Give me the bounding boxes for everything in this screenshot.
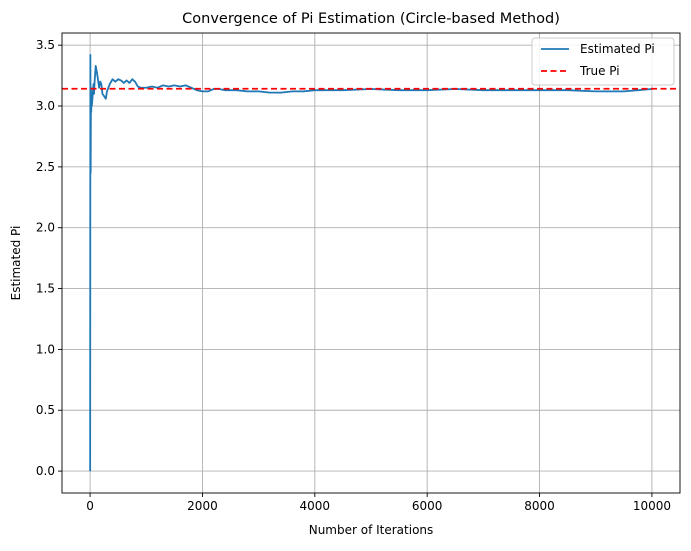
y-axis-label: Estimated Pi bbox=[9, 226, 23, 301]
y-tick-label: 0.5 bbox=[36, 403, 55, 417]
x-tick-label: 8000 bbox=[524, 499, 555, 513]
y-tick-label: 3.0 bbox=[36, 99, 55, 113]
y-tick-label: 2.0 bbox=[36, 221, 55, 235]
ticks: 0 2000 4000 6000 8000 10000 0.0 0.5 1.0 1.5 2.0 2.5… bbox=[36, 38, 671, 513]
grid bbox=[62, 33, 680, 493]
y-tick-label: 1.5 bbox=[36, 282, 55, 296]
y-tick-label: 0.0 bbox=[36, 464, 55, 478]
series-line-estimated-pi bbox=[89, 54, 652, 472]
x-axis-label: Number of Iterations bbox=[309, 523, 434, 537]
x-tick-label: 2000 bbox=[187, 499, 218, 513]
plot-frame bbox=[61, 32, 681, 494]
x-tick-label: 0 bbox=[86, 499, 94, 513]
legend-label-estimated-pi: Estimated Pi bbox=[580, 42, 655, 56]
legend: Estimated Pi True Pi bbox=[531, 37, 675, 86]
y-tick-label: 1.0 bbox=[36, 342, 55, 356]
y-tick-label: 3.5 bbox=[36, 38, 55, 52]
series-layer bbox=[62, 54, 680, 472]
x-tick-label: 6000 bbox=[412, 499, 443, 513]
x-tick-label: 4000 bbox=[300, 499, 331, 513]
legend-label-true-pi: True Pi bbox=[579, 64, 620, 78]
x-tick-label: 10000 bbox=[633, 499, 671, 513]
chart-title: Convergence of Pi Estimation (Circle-bas… bbox=[182, 11, 560, 27]
y-tick-label: 2.5 bbox=[36, 160, 55, 174]
